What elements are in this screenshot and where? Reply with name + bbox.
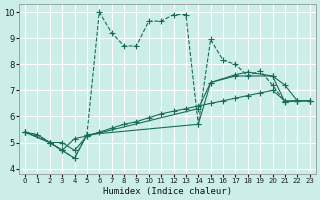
X-axis label: Humidex (Indice chaleur): Humidex (Indice chaleur) [103,187,232,196]
